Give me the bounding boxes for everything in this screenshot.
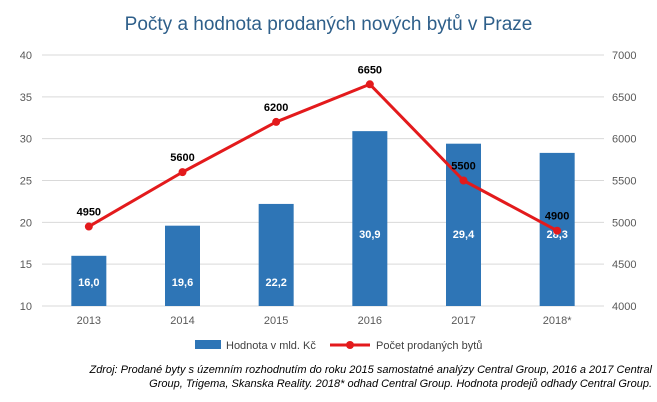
x-tick-label: 2015 bbox=[264, 315, 288, 327]
line-data-label: 6200 bbox=[264, 102, 288, 114]
bar bbox=[352, 131, 388, 306]
line-point bbox=[365, 80, 374, 89]
y-left-tick-label: 20 bbox=[20, 217, 32, 229]
y-right-tick-label: 5500 bbox=[612, 176, 636, 188]
y-right-tick-label: 4500 bbox=[612, 259, 636, 271]
source-note-line-1: Zdroj: Prodané byty s územním rozhodnutí… bbox=[89, 364, 652, 376]
x-tick-label: 2013 bbox=[77, 315, 101, 327]
y-right-tick-label: 7000 bbox=[612, 50, 636, 62]
y-right-tick-label: 4000 bbox=[612, 301, 636, 313]
line-point bbox=[553, 226, 562, 235]
y-left-tick-label: 25 bbox=[20, 176, 32, 188]
series-line bbox=[88, 82, 558, 233]
chart-title: Počty a hodnota prodaných nových bytů v … bbox=[124, 14, 533, 35]
x-tick-label: 2018* bbox=[543, 315, 572, 327]
y-left-tick-label: 30 bbox=[20, 134, 32, 146]
y-left-tick-label: 35 bbox=[20, 92, 32, 104]
y-left-tick-label: 10 bbox=[20, 301, 32, 313]
bar-data-label: 30,9 bbox=[359, 229, 380, 241]
line-data-label: 5500 bbox=[451, 161, 475, 173]
x-tick-label: 2014 bbox=[170, 315, 194, 327]
bar bbox=[258, 203, 294, 306]
line-point bbox=[84, 222, 93, 231]
line-point bbox=[272, 117, 281, 126]
legend-bar-swatch bbox=[195, 340, 221, 349]
bar bbox=[71, 255, 107, 306]
y-right-tick-label: 6000 bbox=[612, 134, 636, 146]
bar bbox=[446, 143, 481, 306]
line-point bbox=[459, 176, 468, 185]
line-data-label: 4900 bbox=[545, 211, 569, 223]
legend-line-label: Počet prodaných bytů bbox=[376, 340, 482, 352]
bar bbox=[165, 225, 200, 306]
y-left-tick-label: 40 bbox=[20, 50, 32, 62]
line-data-label: 6650 bbox=[358, 64, 382, 76]
source-note: Zdroj: Prodané byty s územním rozhodnutí… bbox=[12, 363, 652, 391]
y-right-tick-label: 5000 bbox=[612, 217, 636, 229]
y-left-tick-label: 15 bbox=[20, 259, 32, 271]
legend-line-marker bbox=[346, 341, 354, 349]
line-point bbox=[178, 168, 187, 177]
legend-bar-label: Hodnota v mld. Kč bbox=[226, 340, 316, 352]
x-tick-label: 2017 bbox=[451, 315, 475, 327]
y-right-tick-label: 6500 bbox=[612, 92, 636, 104]
x-tick-label: 2016 bbox=[358, 315, 382, 327]
bar-data-label: 28,3 bbox=[546, 229, 567, 241]
bar-data-label: 16,0 bbox=[78, 277, 99, 289]
bar-data-label: 29,4 bbox=[453, 229, 475, 241]
line-data-label: 5600 bbox=[170, 152, 194, 164]
line-data-label: 4950 bbox=[77, 207, 101, 219]
bar-data-label: 19,6 bbox=[172, 277, 193, 289]
source-note-line-2: Group, Trigema, Skanska Reality. 2018* o… bbox=[149, 378, 652, 390]
bar-data-label: 22,2 bbox=[265, 277, 286, 289]
